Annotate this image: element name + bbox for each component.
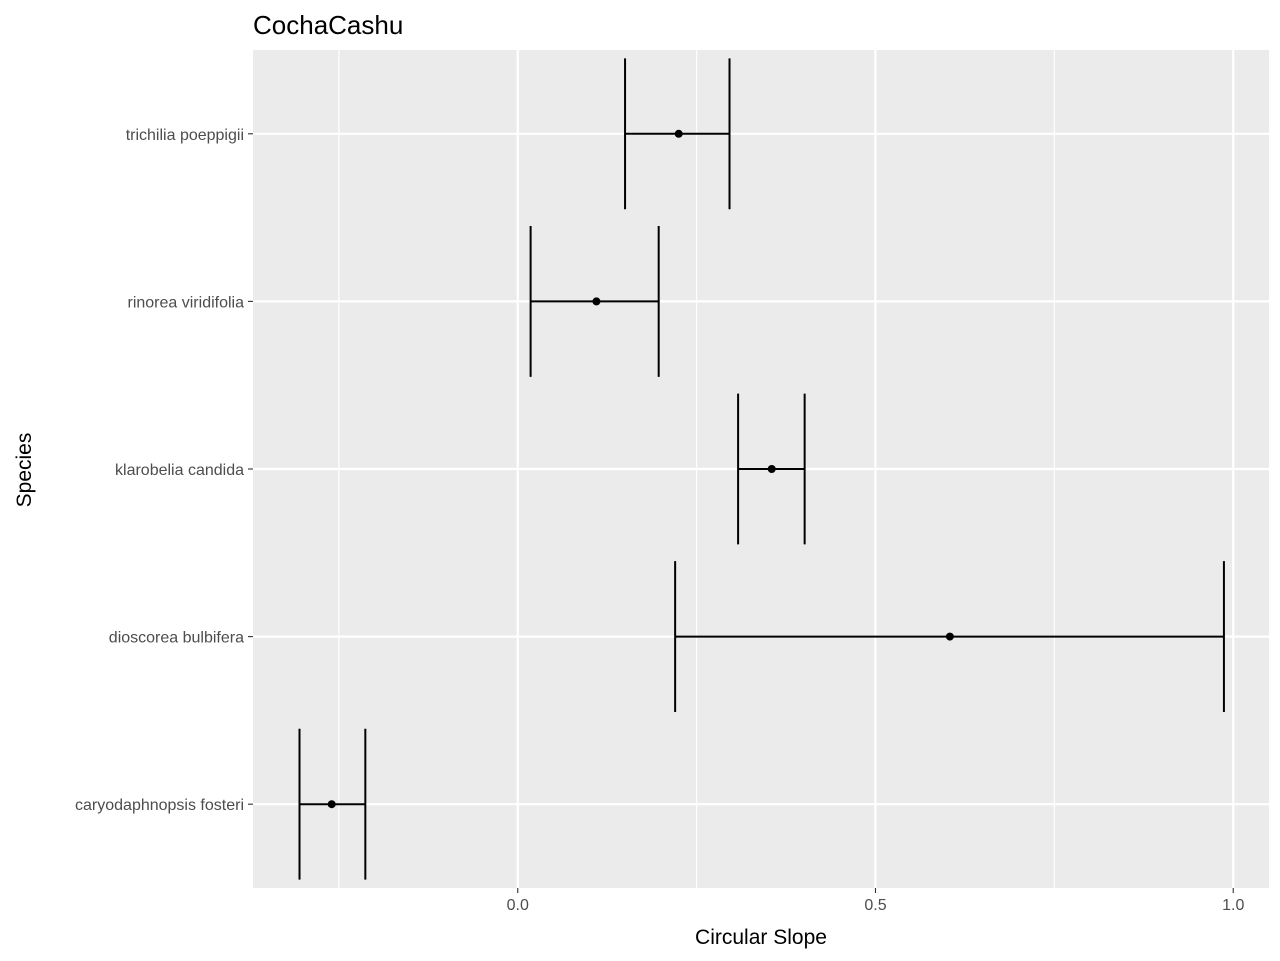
y-tick-label: dioscorea bulbifera [109,630,244,647]
estimate-point [945,632,954,641]
y-tick-label: trichilia poeppigii [126,127,244,144]
estimate-point [327,800,336,809]
x-axis: 0.0 0.5 1.0 [507,888,1244,914]
error-bars [298,58,1225,880]
estimate-point [674,129,683,138]
errorbar [674,561,1225,713]
y-tick-label: klarobelia candida [115,462,244,479]
x-tick-label: 0.0 [507,897,529,914]
x-axis-title: Circular Slope [695,926,827,949]
estimate-point [592,297,601,306]
estimate-point [767,465,776,473]
chart-title: CochaCashu [253,10,403,40]
errorbar [529,225,660,377]
x-tick-label: 0.5 [864,897,886,914]
errorbar [737,393,806,545]
x-tick-label: 1.0 [1222,897,1244,914]
y-axis-title: Species [13,433,36,508]
y-axis: caryodaphnopsis fosteri dioscorea bulbife… [75,127,253,814]
y-tick-label: caryodaphnopsis fosteri [75,797,244,814]
grid-major [253,50,1269,888]
errorbar [624,58,731,210]
errorbar [298,728,367,880]
y-tick-label: rinorea viridifolia [128,294,245,311]
